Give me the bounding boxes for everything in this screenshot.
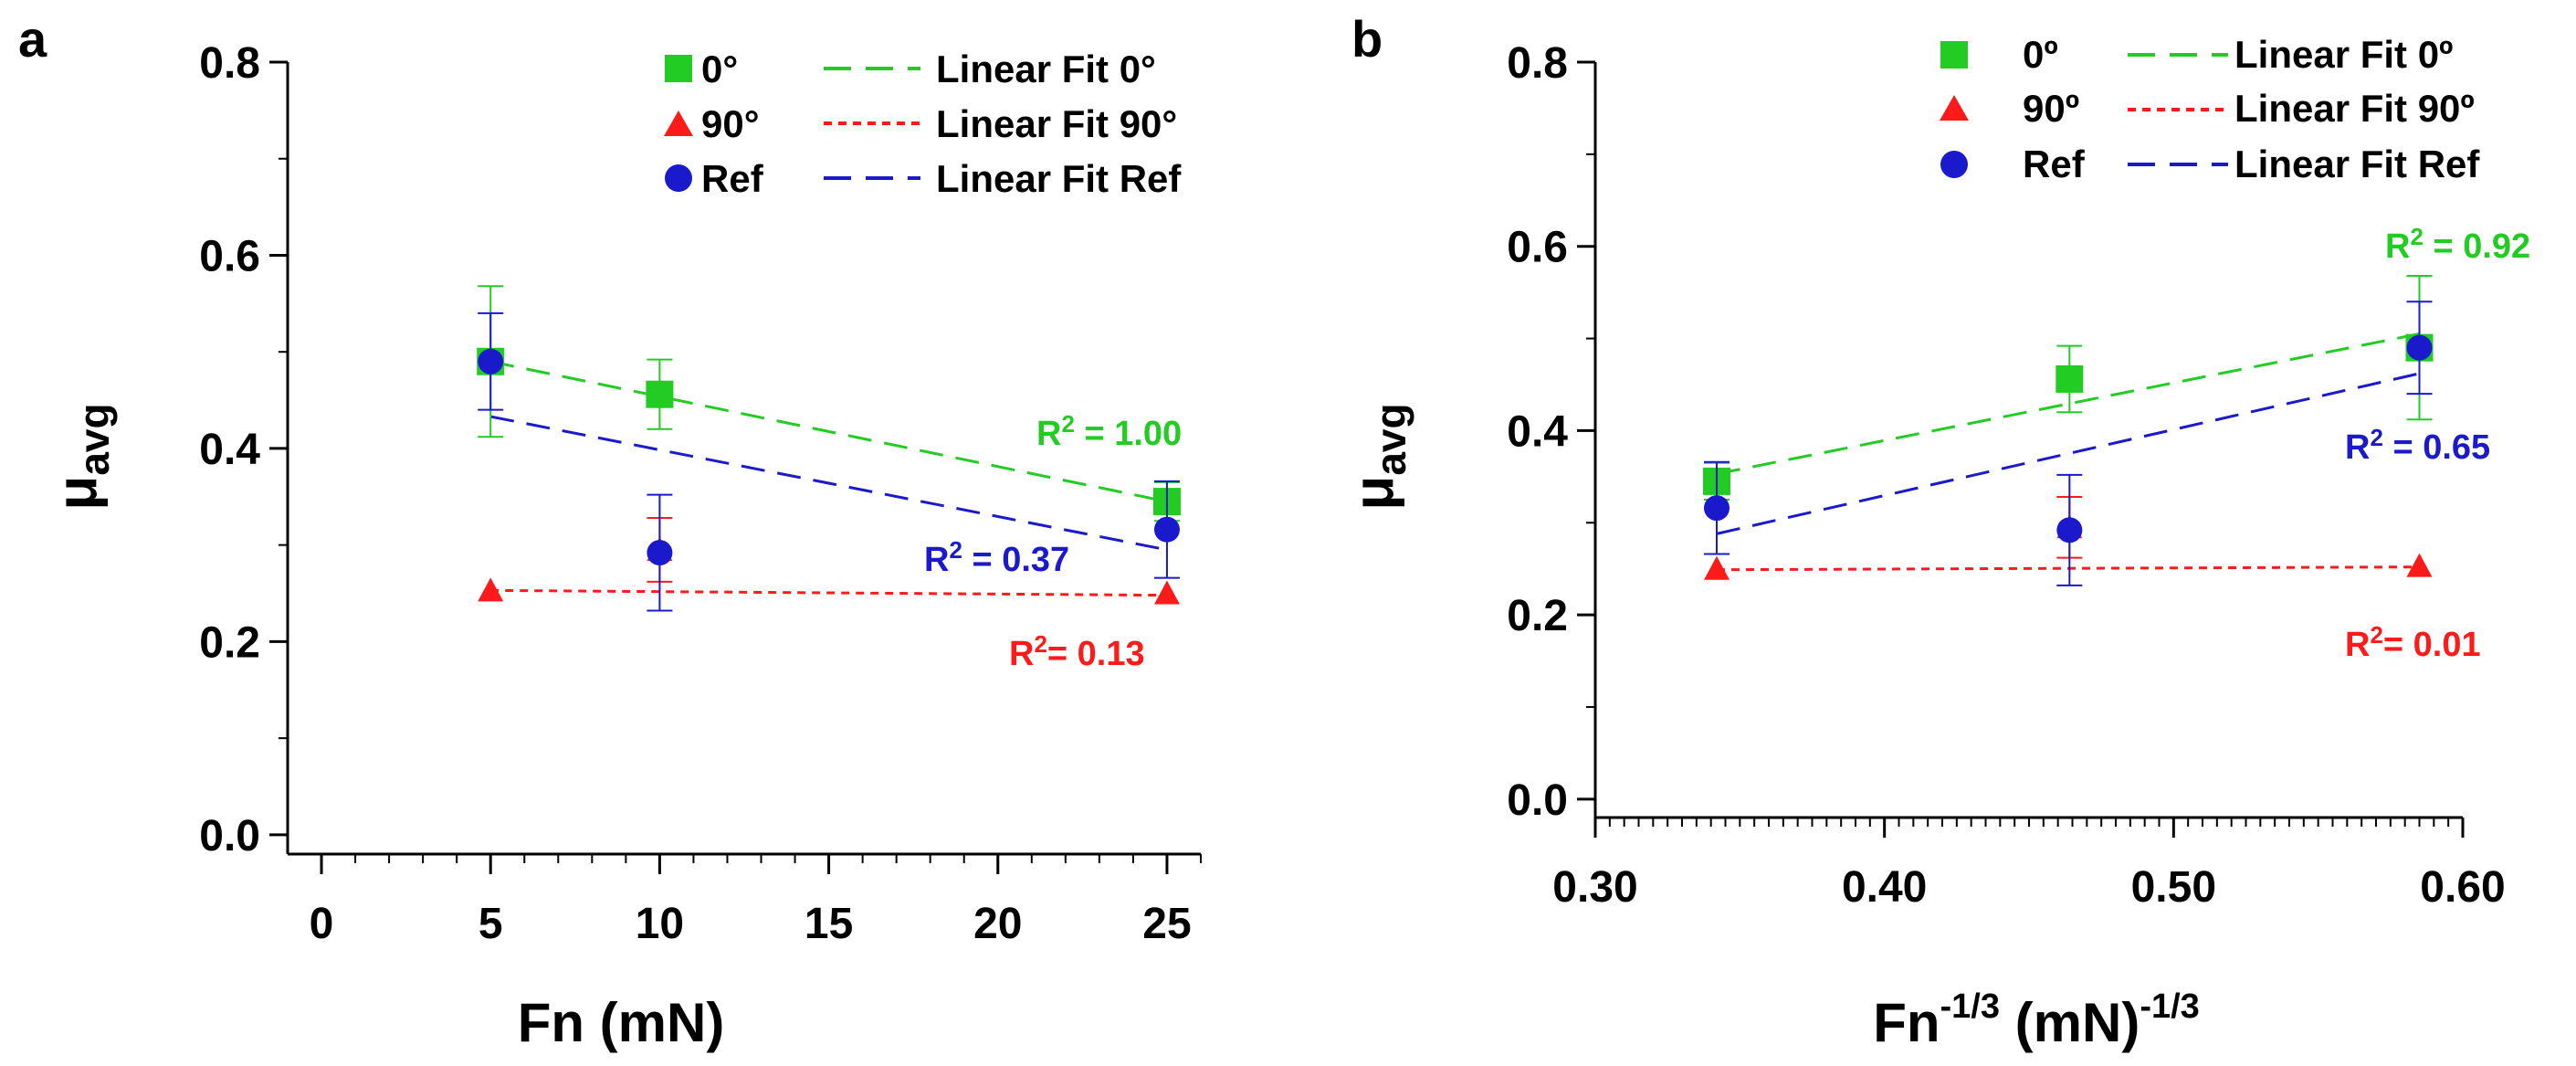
x-tick-label: 10 (636, 900, 684, 948)
data-point-triangle (1704, 555, 1730, 580)
y-tick-label: 0.8 (199, 39, 260, 88)
legend-fit-label-0: Linear Fit 0º (2234, 33, 2453, 76)
y-tick-label: 0.2 (199, 618, 260, 667)
data-point-circle (647, 540, 673, 566)
data-point-square (646, 380, 674, 408)
fit-line-2 (489, 415, 1168, 552)
legend-label-0: 0º (2023, 33, 2058, 76)
y-tick-label: 0.2 (1507, 592, 1568, 640)
panel-a-x-axis-label: Fn (mN) (518, 992, 725, 1053)
x-tick-label: 0.40 (1842, 863, 1927, 912)
legend-fit-label-1: Linear Fit 90º (2234, 87, 2475, 130)
y-tick-label: 0.6 (199, 232, 260, 280)
r2-label-2: R2 = 0.37 (924, 536, 1069, 579)
y-tick-label: 0.8 (1507, 39, 1568, 88)
panel-a-label: a (18, 10, 47, 68)
data-point-square (2056, 364, 2084, 393)
legend-label-2: Ref (701, 157, 764, 200)
fit-line-2 (1716, 372, 2420, 535)
y-tick-label: 0.4 (199, 426, 260, 474)
panel-a-y-axis-label: μavg (46, 403, 118, 510)
data-point-triangle (1153, 580, 1180, 605)
panel-b-y-axis-label: μavg (1342, 403, 1414, 510)
y-tick-label: 0.4 (1507, 407, 1568, 456)
r2-label-0: R2 = 0.92 (2385, 223, 2530, 266)
x-tick-label: 0.50 (2131, 863, 2216, 912)
x-tick-label: 15 (804, 900, 853, 948)
y-tick-label: 0.0 (199, 812, 260, 860)
legend-fit-label-2: Linear Fit Ref (936, 157, 1182, 200)
x-tick-label: 25 (1142, 900, 1191, 948)
r2-label-2: R2 = 0.65 (2345, 424, 2490, 467)
legend-fit-label-1: Linear Fit 90° (936, 102, 1177, 145)
data-point-circle (2056, 517, 2083, 544)
panel-a: a μavg Fn (mN) 0° Linear Fit 0° 90° Line… (18, 10, 1202, 1053)
panel-b-legend: 0º Linear Fit 0º 90º Linear Fit 90º Ref … (1940, 33, 2480, 185)
x-tick-label: 0 (310, 900, 334, 948)
fit-line-1 (490, 588, 1167, 597)
x-tick-label: 5 (478, 900, 503, 948)
legend-fit-label-0: Linear Fit 0° (936, 47, 1156, 90)
data-point-circle (1153, 516, 1180, 543)
fit-line-0 (489, 360, 1168, 503)
legend-marker-2 (665, 164, 692, 192)
legend-label-2: Ref (2023, 142, 2086, 185)
data-point-circle (1704, 495, 1730, 522)
panel-a-legend: 0° Linear Fit 0° 90° Linear Fit 90° Ref … (664, 47, 1182, 200)
panel-a-plot-area: 0.0 0.2 0.4 0.6 0.8 0 5 10 15 20 25 (199, 39, 1202, 948)
fit-line-1 (1716, 565, 2420, 572)
r2-label-1: R2= 0.13 (1009, 630, 1145, 673)
svg-text:μavg: μavg (1342, 403, 1414, 510)
data-point-circle (2406, 334, 2433, 361)
legend-marker-1 (664, 111, 693, 136)
legend-marker-0 (1940, 41, 1968, 69)
svg-text:μavg: μavg (46, 403, 118, 510)
data-point-triangle (478, 577, 504, 602)
panel-b-label: b (1351, 10, 1383, 68)
panel-b-plot-area: 0.0 0.2 0.4 0.6 0.8 0.30 0.40 0.50 0.60 (1507, 39, 2505, 912)
panel-b-x-axis-label: Fn-1/3 (mN)-1/3 (1873, 987, 2200, 1053)
legend-label-0: 0° (701, 47, 738, 90)
fit-line-0 (1716, 332, 2420, 476)
y-tick-label: 0.6 (1507, 224, 1568, 272)
x-tick-label: 0.30 (1552, 863, 1637, 912)
panel-b: b μavg Fn-1/3 (mN)-1/3 0º Linear Fit 0º … (1342, 10, 2530, 1053)
r2-label-1: R2= 0.01 (2345, 621, 2481, 664)
x-tick-label: 0.60 (2420, 863, 2505, 912)
x-tick-label: 20 (973, 900, 1022, 948)
r2-label-0: R2 = 1.00 (1036, 410, 1182, 453)
legend-label-1: 90° (701, 102, 760, 145)
y-tick-label: 0.0 (1507, 776, 1568, 825)
legend-marker-0 (665, 55, 692, 82)
legend-marker-1 (1940, 95, 1969, 121)
data-point-circle (478, 348, 504, 375)
legend-fit-label-2: Linear Fit Ref (2234, 142, 2480, 185)
data-point-triangle (2406, 553, 2433, 577)
legend-label-1: 90º (2023, 87, 2079, 130)
legend-marker-2 (1940, 151, 1968, 178)
